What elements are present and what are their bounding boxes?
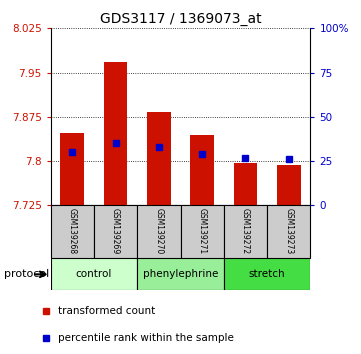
Bar bbox=[51, 205, 94, 258]
Text: GSM139268: GSM139268 bbox=[68, 208, 77, 254]
Text: control: control bbox=[76, 269, 112, 279]
Text: GSM139272: GSM139272 bbox=[241, 208, 250, 254]
Bar bbox=[104, 62, 127, 205]
Text: phenylephrine: phenylephrine bbox=[143, 269, 218, 279]
Text: stretch: stretch bbox=[249, 269, 286, 279]
Bar bbox=[267, 205, 310, 258]
Text: GSM139269: GSM139269 bbox=[111, 208, 120, 254]
Title: GDS3117 / 1369073_at: GDS3117 / 1369073_at bbox=[100, 12, 261, 26]
Bar bbox=[277, 165, 301, 205]
Bar bbox=[180, 205, 224, 258]
Bar bbox=[60, 133, 84, 205]
Bar bbox=[51, 258, 137, 290]
Text: GSM139273: GSM139273 bbox=[284, 208, 293, 254]
Bar bbox=[147, 112, 171, 205]
Text: GSM139270: GSM139270 bbox=[155, 208, 163, 254]
Bar bbox=[224, 205, 267, 258]
Text: transformed count: transformed count bbox=[58, 306, 156, 316]
Bar bbox=[224, 258, 310, 290]
Bar bbox=[94, 205, 137, 258]
Bar bbox=[234, 163, 257, 205]
Bar bbox=[190, 135, 214, 205]
Bar bbox=[137, 258, 224, 290]
Bar bbox=[137, 205, 180, 258]
Text: percentile rank within the sample: percentile rank within the sample bbox=[58, 333, 234, 343]
Text: protocol: protocol bbox=[4, 269, 49, 279]
Text: GSM139271: GSM139271 bbox=[198, 208, 206, 254]
